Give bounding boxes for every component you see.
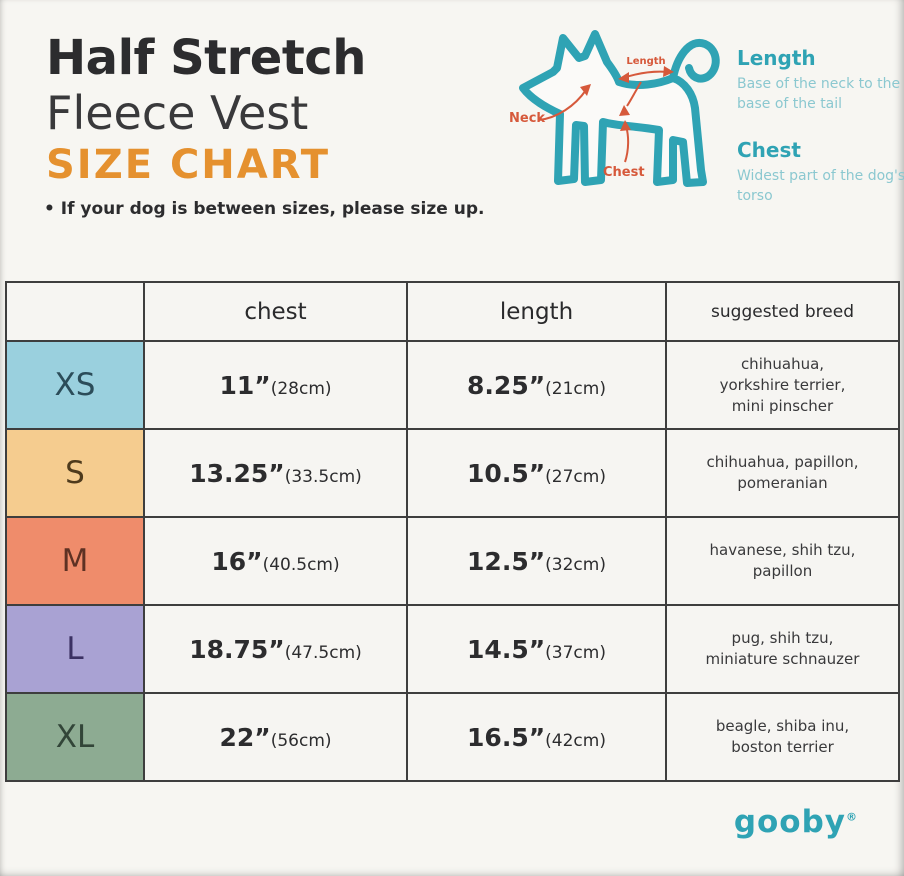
chest-cm-s: (33.5cm) [284,466,362,487]
legend-item-chest: Chest Widest part of the dog's torso [737,138,904,206]
size-label-xs: XS [5,340,145,430]
length-inches-xs: 8.25” [467,370,546,400]
legend-term-chest: Chest [737,138,801,163]
chest-inches-l: 18.75” [189,634,285,664]
chest-link-line [626,81,642,107]
length-arrow [622,70,670,79]
chest-cm-l: (47.5cm) [284,642,362,663]
size-label-m: M [5,516,145,606]
size-label-s: S [5,428,145,518]
chest-inches-s: 13.25” [189,458,285,488]
length-inches-xl: 16.5” [467,722,546,752]
product-title-line2: Fleece Vest [46,86,309,140]
legend-term-length: Length [737,46,816,70]
legend-item-length: Length Base of the neck to the base of t… [737,46,904,114]
legend-desc-length: Base of the neck to the base of the tail [737,76,901,112]
chest-measurement-m: 16”(40.5cm) [143,516,408,606]
length-arrowhead-right [663,66,674,77]
registered-mark: ® [846,810,858,824]
chest-measurement-s: 13.25”(33.5cm) [143,428,408,518]
chest-arrowhead-lower [620,120,631,131]
chest-inches-m: 16” [211,546,263,576]
table-row-l: L 18.75”(47.5cm) 14.5”(37cm) pug, shih t… [5,604,900,694]
measurement-legend: Length Base of the neck to the base of t… [737,46,904,230]
legend-desc-chest: Widest part of the dog's torso [737,168,904,204]
chest-cm-xl: (56cm) [270,730,332,751]
chest-arrowhead-upper [619,105,630,116]
suggested-breeds-l: pug, shih tzu, miniature schnauzer [665,604,900,694]
length-measurement-xs: 8.25”(21cm) [406,340,667,430]
neck-arrowhead [580,84,591,96]
length-cm-l: (37cm) [545,642,606,663]
table-row-s: S 13.25”(33.5cm) 10.5”(27cm) chihuahua, … [5,428,900,518]
size-chart-heading: SIZE CHART [46,142,331,188]
length-cm-m: (32cm) [545,554,606,575]
length-inches-s: 10.5” [467,458,546,488]
chest-measurement-xs: 11”(28cm) [143,340,408,430]
table-row-m: M 16”(40.5cm) 12.5”(32cm) havanese, shih… [5,516,900,606]
length-cm-xs: (21cm) [545,378,606,399]
size-label-l: L [5,604,145,694]
length-cm-s: (27cm) [545,466,606,487]
dog-tail-outline [669,38,720,83]
chest-arrow-label: Chest [603,165,645,180]
size-table: chest length suggested breed XS 11”(28cm… [5,281,900,782]
suggested-breeds-xl: beagle, shiba inu, boston terrier [665,692,900,782]
length-measurement-s: 10.5”(27cm) [406,428,667,518]
length-inches-l: 14.5” [467,634,546,664]
neck-arrow-label: Neck [509,111,545,126]
dog-measurement-diagram: Length Neck Chest [505,20,745,232]
gooby-logo: gooby® [734,804,858,840]
length-arrowhead-left [618,72,629,83]
table-row-xs: XS 11”(28cm) 8.25”(21cm) chihuahua, york… [5,340,900,430]
col-header-breed: suggested breed [665,281,900,342]
gooby-logo-text: gooby [733,804,846,840]
length-inches-m: 12.5” [467,546,546,576]
chest-cm-m: (40.5cm) [262,554,340,575]
chest-inches-xl: 22” [219,722,271,752]
length-cm-xl: (42cm) [545,730,606,751]
length-arrow-label: Length [626,56,665,67]
chest-measurement-l: 18.75”(47.5cm) [143,604,408,694]
length-measurement-m: 12.5”(32cm) [406,516,667,606]
table-header-row: chest length suggested breed [5,281,900,342]
product-title-line1: Half Stretch [46,30,366,86]
chest-arrow [624,125,630,163]
col-header-chest: chest [143,281,408,342]
col-header-length: length [406,281,667,342]
chest-cm-xs: (28cm) [270,378,332,399]
suggested-breeds-m: havanese, shih tzu, papillon [665,516,900,606]
table-row-xl: XL 22”(56cm) 16.5”(42cm) beagle, shiba i… [5,692,900,782]
length-measurement-xl: 16.5”(42cm) [406,692,667,782]
suggested-breeds-xs: chihuahua, yorkshire terrier, mini pinsc… [665,340,900,430]
sizing-note: • If your dog is between sizes, please s… [44,199,485,219]
suggested-breeds-s: chihuahua, papillon, pomeranian [665,428,900,518]
col-header-size [5,281,145,342]
neck-arrow [538,89,587,121]
length-measurement-l: 14.5”(37cm) [406,604,667,694]
dog-body-outline [519,30,707,187]
chest-measurement-xl: 22”(56cm) [143,692,408,782]
dog-outline-illustration: Length Neck Chest [509,30,720,187]
chest-inches-xs: 11” [219,370,271,400]
size-label-xl: XL [5,692,145,782]
